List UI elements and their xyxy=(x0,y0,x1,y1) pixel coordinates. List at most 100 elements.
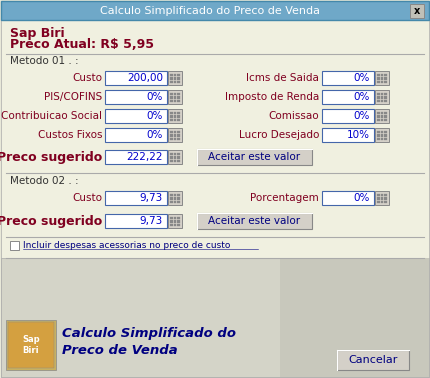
Bar xyxy=(173,197,176,200)
Bar xyxy=(170,200,172,203)
Bar xyxy=(168,71,182,85)
Bar xyxy=(177,160,179,162)
Bar xyxy=(173,73,176,76)
Bar xyxy=(377,77,380,79)
Text: Custo: Custo xyxy=(72,193,102,203)
Bar xyxy=(170,118,172,121)
Text: 9,73: 9,73 xyxy=(140,193,163,203)
Bar xyxy=(381,130,383,133)
Bar xyxy=(177,220,179,223)
Bar xyxy=(105,214,167,228)
Text: Imposto de Renda: Imposto de Renda xyxy=(225,92,319,102)
Bar xyxy=(1,1,429,20)
Bar xyxy=(377,96,380,99)
Bar xyxy=(177,217,179,219)
Bar xyxy=(377,81,380,83)
Bar xyxy=(384,73,387,76)
Bar xyxy=(381,197,383,200)
Text: Preco Atual: R$ 5,95: Preco Atual: R$ 5,95 xyxy=(10,39,154,51)
Bar xyxy=(168,128,182,142)
Bar xyxy=(377,200,380,203)
Text: Sap Biri: Sap Biri xyxy=(10,28,64,40)
Bar xyxy=(384,118,387,121)
Bar xyxy=(168,109,182,123)
Bar xyxy=(105,90,167,104)
Bar xyxy=(10,241,19,250)
Bar xyxy=(377,130,380,133)
Bar xyxy=(280,258,429,377)
Bar xyxy=(177,96,179,99)
Bar xyxy=(177,99,179,102)
Bar xyxy=(177,73,179,76)
Text: 0%: 0% xyxy=(147,92,163,102)
Bar xyxy=(170,73,172,76)
Bar xyxy=(173,115,176,118)
Bar xyxy=(170,93,172,95)
Bar xyxy=(105,191,167,205)
Bar xyxy=(170,156,172,158)
Bar xyxy=(170,130,172,133)
Bar xyxy=(173,217,176,219)
Bar xyxy=(375,128,389,142)
Bar xyxy=(377,134,380,136)
Bar xyxy=(377,73,380,76)
Text: Metodo 02 . :: Metodo 02 . : xyxy=(10,176,79,186)
Text: 0%: 0% xyxy=(147,130,163,140)
Text: 10%: 10% xyxy=(347,130,370,140)
Text: Cancelar: Cancelar xyxy=(348,355,398,365)
Text: 222,22: 222,22 xyxy=(126,152,163,162)
Bar xyxy=(375,109,389,123)
Bar xyxy=(170,115,172,118)
Bar xyxy=(377,112,380,114)
Text: Preco sugerido: Preco sugerido xyxy=(0,150,102,164)
Bar xyxy=(197,213,312,229)
Text: 0%: 0% xyxy=(147,111,163,121)
Bar xyxy=(168,191,182,205)
Bar xyxy=(384,81,387,83)
Text: Aceitar este valor: Aceitar este valor xyxy=(209,152,301,162)
Bar xyxy=(177,152,179,155)
Bar xyxy=(170,96,172,99)
Bar xyxy=(384,200,387,203)
Bar xyxy=(173,134,176,136)
Bar xyxy=(384,112,387,114)
Bar xyxy=(384,96,387,99)
Bar xyxy=(177,130,179,133)
Bar xyxy=(173,99,176,102)
Bar xyxy=(170,160,172,162)
Bar xyxy=(170,217,172,219)
Bar xyxy=(173,93,176,95)
Bar xyxy=(377,197,380,200)
Bar xyxy=(8,322,54,368)
Bar xyxy=(381,81,383,83)
Text: Preco sugerido: Preco sugerido xyxy=(0,214,102,228)
Bar xyxy=(377,115,380,118)
Bar xyxy=(381,77,383,79)
Bar xyxy=(173,152,176,155)
Bar xyxy=(384,194,387,196)
Bar xyxy=(170,99,172,102)
Bar xyxy=(105,109,167,123)
Bar xyxy=(173,194,176,196)
Text: x: x xyxy=(414,6,420,16)
Bar xyxy=(177,156,179,158)
Bar xyxy=(381,73,383,76)
Bar xyxy=(173,200,176,203)
Bar xyxy=(375,90,389,104)
Bar xyxy=(173,130,176,133)
Bar xyxy=(177,200,179,203)
Bar xyxy=(170,112,172,114)
Text: Preco de Venda: Preco de Venda xyxy=(62,344,178,356)
Bar xyxy=(173,223,176,226)
Bar xyxy=(377,138,380,140)
Bar xyxy=(377,93,380,95)
Text: 9,73: 9,73 xyxy=(140,216,163,226)
Text: PIS/COFINS: PIS/COFINS xyxy=(44,92,102,102)
Bar xyxy=(1,258,429,377)
Bar xyxy=(173,96,176,99)
Text: 0%: 0% xyxy=(353,193,370,203)
Bar xyxy=(173,112,176,114)
Bar xyxy=(170,220,172,223)
Bar xyxy=(384,93,387,95)
Text: 0%: 0% xyxy=(353,92,370,102)
